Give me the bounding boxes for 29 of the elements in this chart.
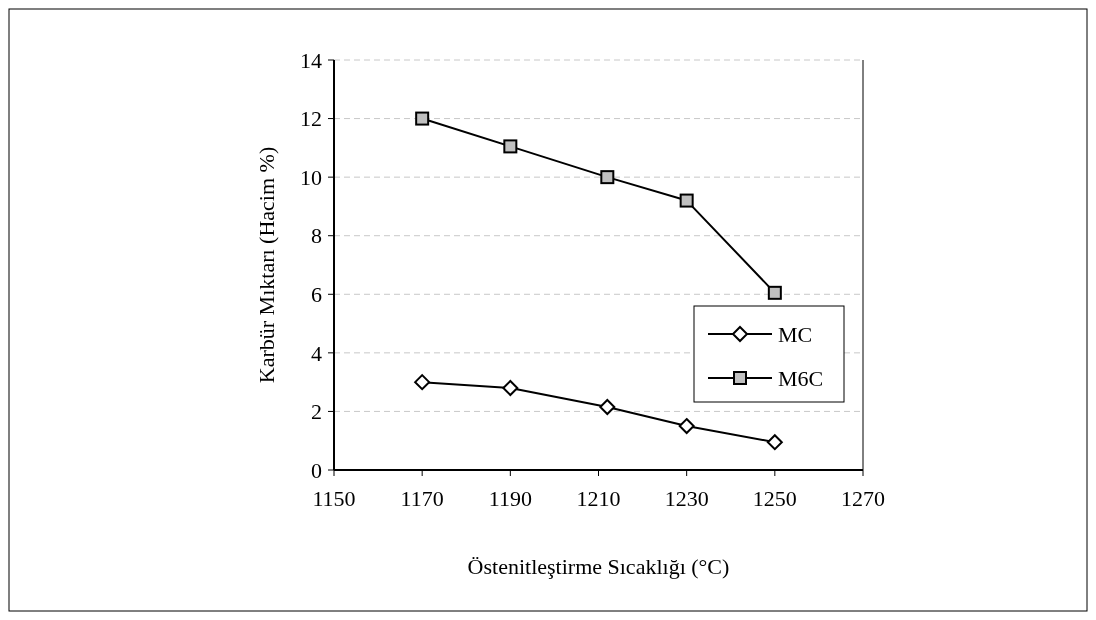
y-tick-label: 6 (311, 281, 322, 307)
y-axis-title: Karbür Mıktarı (Hacim %) (254, 146, 279, 384)
y-tick-label: 14 (300, 47, 322, 73)
point (767, 285, 782, 300)
y-tick-label: 2 (311, 399, 322, 425)
point (678, 418, 695, 435)
x-tick-label: 1230 (664, 486, 709, 511)
x-axis-title: Östenitleştirme Sıcaklığı (°C) (467, 554, 730, 579)
point (679, 193, 694, 208)
legend-label: MC (778, 321, 813, 347)
y-tick-label: 8 (311, 223, 322, 249)
point (415, 111, 430, 126)
point (414, 374, 431, 391)
x-tick-label: 1270 (841, 486, 885, 511)
x-tick-label: 1190 (488, 486, 532, 511)
y-tick-label: 0 (311, 457, 322, 483)
x-tick-label: 1170 (400, 486, 444, 511)
x-tick-label: 1150 (312, 486, 356, 511)
x-tick-label: 1250 (752, 486, 797, 511)
y-tick-label: 10 (300, 164, 322, 190)
x-tick-label: 1210 (576, 486, 621, 511)
point (600, 170, 615, 185)
point (599, 399, 616, 416)
point (503, 139, 518, 154)
y-tick-label: 12 (300, 106, 322, 132)
point (502, 380, 519, 396)
y-tick-label: 4 (311, 340, 322, 366)
point (766, 434, 783, 451)
legend-label: M6C (778, 365, 824, 391)
